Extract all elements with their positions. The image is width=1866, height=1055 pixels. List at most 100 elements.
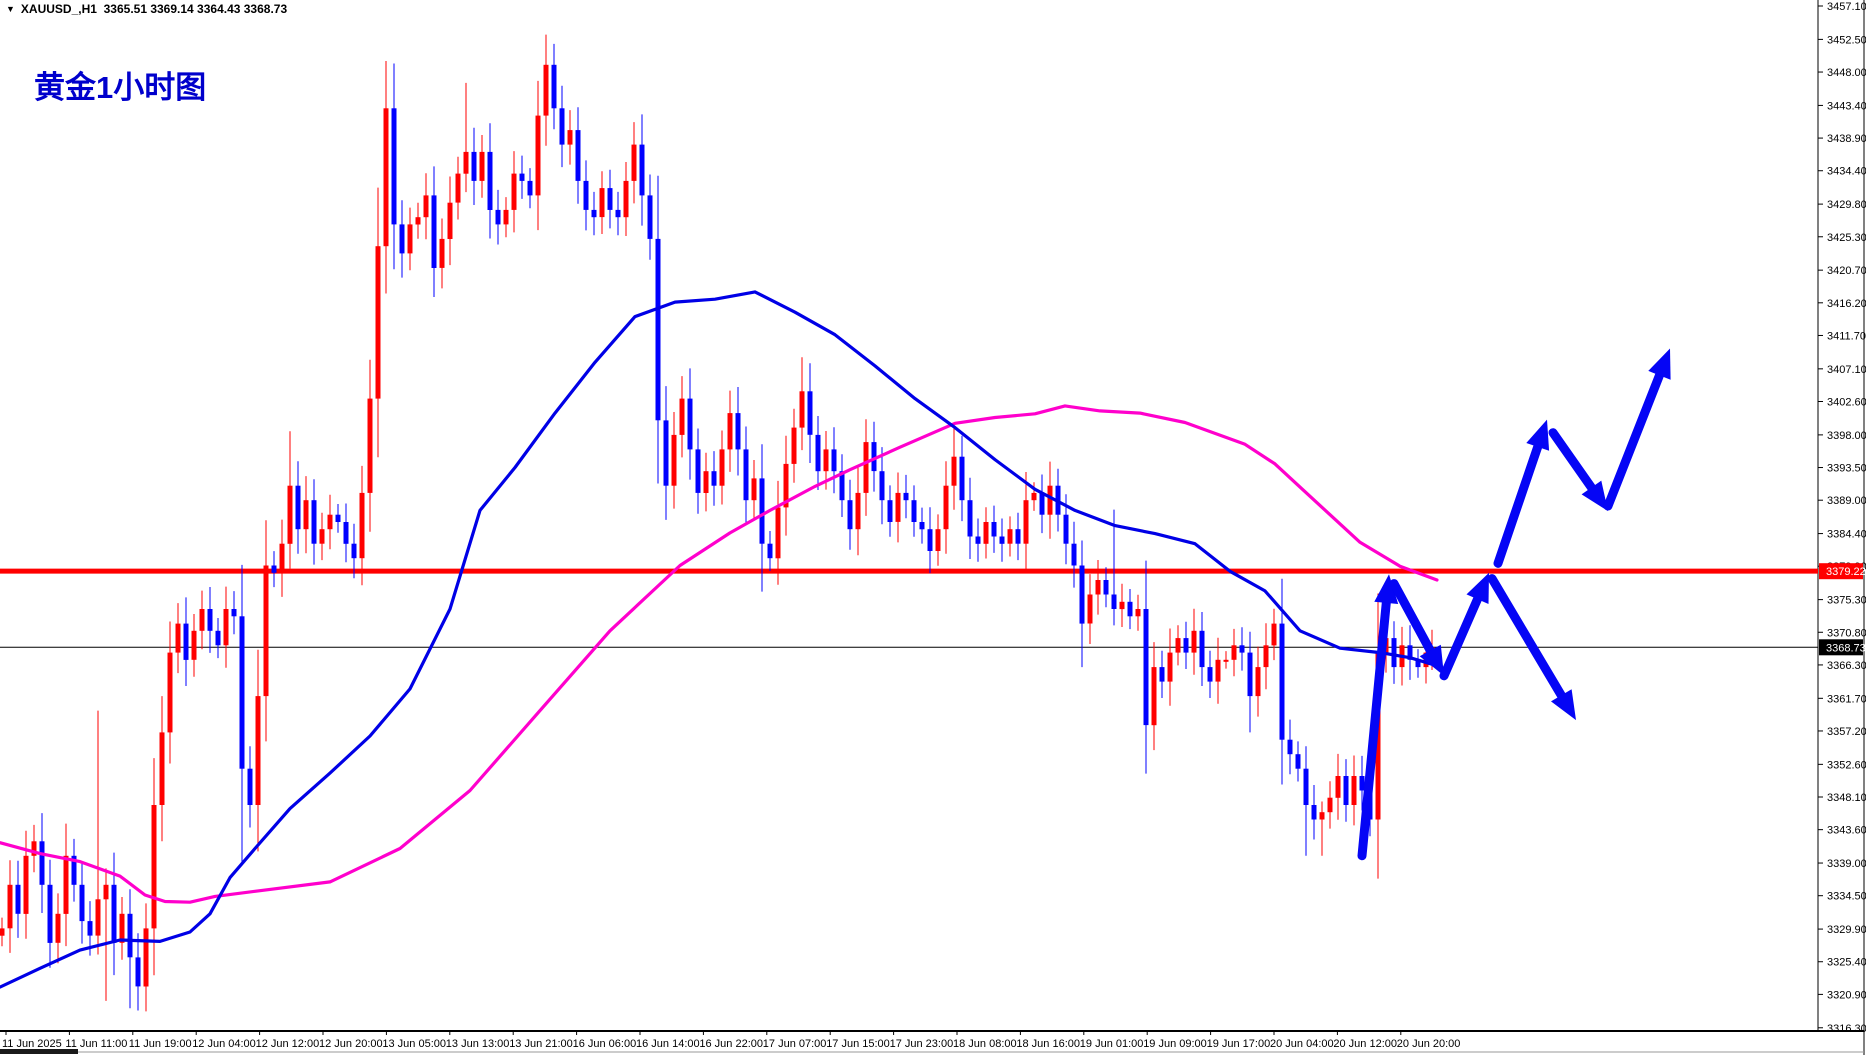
time-tick-label[interactable]: 20 Jun 20:00 <box>1397 1038 1461 1050</box>
trend-arrow-line[interactable] <box>1603 361 1668 511</box>
time-tick-label[interactable]: 19 Jun 01:00 <box>1080 1038 1144 1050</box>
candle-bearish <box>471 151 477 181</box>
trend-arrow-line[interactable] <box>1439 585 1486 681</box>
candle-bullish <box>31 841 37 856</box>
candle-bullish <box>1191 630 1197 653</box>
time-tick-label[interactable]: 20 Jun 12:00 <box>1333 1038 1397 1050</box>
price-tick-label[interactable]: 3443.40 <box>1827 100 1866 112</box>
price-tick-label[interactable]: 3352.60 <box>1827 759 1866 771</box>
trend-arrow-line[interactable] <box>1487 574 1571 709</box>
time-tick-label[interactable]: 13 Jun 05:00 <box>382 1038 446 1050</box>
price-tick-label[interactable]: 3329.90 <box>1827 924 1866 936</box>
time-tick-label[interactable]: 16 Jun 22:00 <box>699 1038 763 1050</box>
time-tick-label[interactable]: 18 Jun 16:00 <box>1016 1038 1080 1050</box>
time-tick-label[interactable]: 13 Jun 13:00 <box>446 1038 510 1050</box>
price-tick-label[interactable]: 3325.40 <box>1827 957 1866 969</box>
price-tick-label[interactable]: 3420.70 <box>1827 265 1866 277</box>
price-tick-label[interactable]: 3320.90 <box>1827 989 1866 1001</box>
time-tick-label[interactable]: 17 Jun 23:00 <box>890 1038 954 1050</box>
symbol-dropdown-icon[interactable]: ▼ <box>6 4 15 14</box>
price-tick-label[interactable]: 3438.90 <box>1827 133 1866 145</box>
trend-arrow-line[interactable] <box>1493 433 1546 568</box>
candle-bullish <box>175 623 181 653</box>
time-tick-label[interactable]: 13 Jun 21:00 <box>509 1038 573 1050</box>
candle-bullish <box>511 173 517 210</box>
price-tick-label[interactable]: 3361.70 <box>1827 693 1866 705</box>
time-tick-label[interactable]: 11 Jun 19:00 <box>129 1038 192 1050</box>
price-tick-label[interactable]: 3389.00 <box>1827 495 1866 507</box>
candle-bearish <box>1111 594 1117 609</box>
time-tick-label[interactable]: 12 Jun 20:00 <box>319 1038 383 1050</box>
trend-arrow-line[interactable] <box>1357 588 1392 861</box>
price-tick-label[interactable]: 3348.10 <box>1827 792 1866 804</box>
candle-bearish <box>1015 529 1021 544</box>
price-tick-label[interactable]: 3393.50 <box>1827 463 1866 475</box>
price-tick-label[interactable]: 3316.30 <box>1827 1023 1866 1035</box>
price-tick-label[interactable]: 3434.40 <box>1827 166 1866 178</box>
price-tick-label[interactable]: 3407.10 <box>1827 364 1866 376</box>
candle-bullish <box>855 492 861 530</box>
price-tick-label[interactable]: 3398.00 <box>1827 430 1866 442</box>
time-tick-label[interactable]: 12 Jun 04:00 <box>192 1038 256 1050</box>
candle-bullish <box>23 855 29 914</box>
time-tick-label[interactable]: 16 Jun 06:00 <box>573 1038 637 1050</box>
candle-bullish <box>1031 492 1037 501</box>
candle-bearish <box>1359 776 1365 791</box>
price-tick-label[interactable]: 3370.80 <box>1827 627 1866 639</box>
price-tick-label[interactable]: 3425.30 <box>1827 232 1866 244</box>
price-tick-label[interactable]: 3452.50 <box>1827 34 1866 46</box>
time-tick-label[interactable]: 19 Jun 09:00 <box>1143 1038 1207 1050</box>
price-tick-label[interactable]: 3416.20 <box>1827 298 1866 310</box>
candle-bearish <box>351 543 357 559</box>
candle-bullish <box>1047 485 1053 515</box>
candle-bearish <box>647 195 653 239</box>
trend-arrow-line[interactable] <box>1389 579 1440 664</box>
time-tick-label[interactable]: 11 Jun 2025 <box>2 1038 62 1050</box>
candle-bullish <box>367 398 373 493</box>
candle-bullish <box>727 413 733 450</box>
candle-bullish <box>223 609 229 646</box>
candle-bearish <box>767 543 773 559</box>
time-tick-label[interactable]: 20 Jun 04:00 <box>1270 1038 1334 1050</box>
chart-header[interactable]: ▼ XAUUSD_,H1 3365.51 3369.14 3364.43 3368… <box>6 2 287 16</box>
ohlc-values: 3365.51 3369.14 3364.43 3368.73 <box>103 2 288 16</box>
time-tick-label[interactable]: 18 Jun 08:00 <box>953 1038 1017 1050</box>
ma-fast-blue-line[interactable] <box>0 290 1439 989</box>
trend-arrow-line[interactable] <box>1548 428 1602 500</box>
price-tick-label[interactable]: 3384.40 <box>1827 529 1866 541</box>
price-tick-label[interactable]: 3457.10 <box>1827 1 1866 13</box>
candles-group[interactable] <box>0 34 1435 1012</box>
candle-bullish <box>119 913 125 943</box>
price-tick-label[interactable]: 3339.00 <box>1827 858 1866 870</box>
price-tick-label[interactable]: 3366.30 <box>1827 660 1866 672</box>
price-tick-label[interactable]: 3357.20 <box>1827 726 1866 738</box>
candle-bearish <box>687 398 693 450</box>
candle-bullish <box>895 492 901 522</box>
candle-bullish <box>1351 776 1357 805</box>
time-tick-label[interactable]: 12 Jun 12:00 <box>256 1038 320 1050</box>
time-tick-label[interactable]: 16 Jun 14:00 <box>636 1038 700 1050</box>
candle-bearish <box>495 209 501 225</box>
price-tick-label[interactable]: 3448.00 <box>1827 67 1866 79</box>
time-tick-label[interactable]: 19 Jun 17:00 <box>1207 1038 1271 1050</box>
price-tick-label[interactable]: 3343.60 <box>1827 825 1866 837</box>
candle-bearish <box>847 500 853 530</box>
price-tick-label[interactable]: 3402.60 <box>1827 397 1866 409</box>
price-tick-label[interactable]: 3429.80 <box>1827 199 1866 211</box>
time-tick-label[interactable]: 17 Jun 15:00 <box>826 1038 890 1050</box>
time-tick-label[interactable]: 11 Jun 11:00 <box>65 1038 127 1050</box>
trend-arrow-head <box>1581 480 1608 512</box>
candle-bearish <box>71 855 77 885</box>
price-tick-label[interactable]: 3375.30 <box>1827 595 1866 607</box>
candle-bearish <box>903 492 909 501</box>
ma-slow-magenta-line[interactable] <box>0 404 1439 904</box>
candle-bullish <box>567 130 573 145</box>
price-tick-label[interactable]: 3334.50 <box>1827 891 1866 903</box>
price-tick-label[interactable]: 3411.70 <box>1827 330 1866 342</box>
scrollbar-thumb[interactable] <box>0 1049 78 1054</box>
candle-bullish <box>1007 529 1013 544</box>
time-tick-label[interactable]: 17 Jun 07:00 <box>763 1038 827 1050</box>
candle-bullish <box>1271 623 1277 646</box>
candle-bearish <box>607 188 613 210</box>
